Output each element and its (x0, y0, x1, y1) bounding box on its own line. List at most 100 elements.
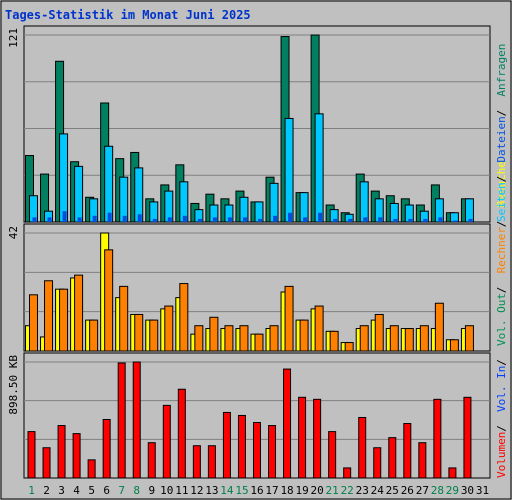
bar-volumen-day-22 (343, 467, 352, 479)
bar-rechner-day-27 (419, 325, 429, 352)
bar-rechner-day-25 (389, 325, 399, 352)
chart-title: Tages-Statistik im Monat Juni 2025 (5, 8, 251, 22)
day-label-7: 7 (118, 484, 125, 497)
day-label-19: 19 (295, 484, 308, 497)
bar-dateien-day-23 (359, 181, 369, 223)
bar-rechner-day-22 (344, 342, 354, 352)
bar-seiten-day-1 (32, 217, 37, 222)
bar-seiten-day-16 (257, 218, 262, 222)
bar-volumen-day-27 (418, 442, 427, 479)
bar-volumen-day-3 (57, 425, 66, 479)
bar-volumen-day-17 (268, 425, 277, 479)
bar-rechner-day-4 (74, 274, 84, 352)
legend-seiten: Seiten (495, 182, 508, 222)
bar-rechner-day-19 (299, 319, 309, 352)
legend-separator: / (495, 110, 508, 117)
bar-dateien-day-8 (134, 167, 144, 223)
bar-dateien-day-4 (74, 165, 84, 223)
bar-volumen-day-18 (283, 368, 292, 479)
bar-rechner-day-1 (29, 294, 38, 352)
bar-seiten-day-29 (453, 220, 458, 222)
legend-separator: / (495, 176, 508, 183)
bar-rechner-day-30 (464, 325, 474, 352)
bar-seiten-day-7 (122, 215, 127, 222)
bar-rechner-day-2 (44, 280, 54, 352)
day-label-20: 20 (311, 484, 324, 497)
bar-volumen-day-8 (132, 361, 141, 479)
legend-volumen: Volumen (495, 432, 508, 478)
legend-separator: / (495, 425, 508, 432)
bar-rechner-day-29 (449, 339, 459, 352)
y-axis-label: 121 (7, 28, 20, 48)
bar-volumen-day-14 (222, 411, 231, 479)
bar-volumen-day-16 (252, 422, 261, 479)
day-label-14: 14 (220, 484, 234, 497)
bar-dateien-day-30 (464, 198, 474, 223)
day-label-4: 4 (73, 484, 80, 497)
bar-seiten-day-15 (242, 217, 247, 222)
day-label-1: 1 (28, 484, 35, 497)
bar-seiten-day-8 (137, 214, 142, 222)
bar-volumen-day-2 (42, 447, 51, 479)
legend-besuche: Besuche (495, 161, 508, 207)
panel-bottom: 898.50 KB (7, 352, 491, 479)
bar-volumen-day-15 (237, 414, 246, 479)
bar-seiten-day-14 (227, 217, 232, 222)
bar-seiten-day-2 (47, 217, 52, 222)
bar-volumen-day-21 (328, 431, 337, 479)
day-label-16: 16 (250, 484, 263, 497)
bar-volumen-day-13 (207, 445, 216, 479)
bar-seiten-day-26 (408, 218, 413, 222)
bar-seiten-day-27 (423, 218, 428, 222)
legend-vol-out: Vol. Out (495, 293, 508, 346)
bar-volumen-day-10 (162, 404, 171, 479)
y-axis-label: 42 (7, 226, 20, 239)
bar-seiten-day-17 (273, 215, 278, 222)
day-label-6: 6 (103, 484, 110, 497)
bar-rechner-day-20 (314, 305, 324, 352)
day-label-5: 5 (88, 484, 95, 497)
bar-seiten-day-4 (77, 217, 82, 222)
bar-volumen-day-26 (403, 423, 412, 479)
bar-volumen-day-20 (313, 398, 322, 479)
bar-volumen-day-30 (463, 396, 472, 479)
day-label-24: 24 (371, 484, 385, 497)
panel-frame (23, 25, 491, 223)
bar-seiten-day-21 (333, 218, 338, 222)
bar-volumen-day-1 (27, 431, 36, 479)
bar-rechner-day-18 (284, 285, 294, 352)
bar-volumen-day-11 (177, 388, 186, 479)
bar-seiten-day-25 (393, 218, 398, 222)
day-label-31: 31 (476, 484, 489, 497)
bar-rechner-day-9 (149, 319, 159, 352)
bar-dateien-day-20 (314, 113, 324, 223)
bar-volumen-day-9 (147, 442, 156, 479)
bar-seiten-day-24 (378, 217, 383, 222)
bar-rechner-day-13 (209, 316, 219, 352)
bar-seiten-day-6 (107, 212, 112, 222)
day-label-21: 21 (326, 484, 339, 497)
bar-rechner-day-21 (329, 330, 339, 352)
day-label-8: 8 (133, 484, 140, 497)
day-label-13: 13 (205, 484, 218, 497)
bar-volumen-day-29 (448, 467, 457, 479)
day-label-27: 27 (416, 484, 429, 497)
bar-rechner-day-6 (104, 249, 114, 352)
bar-rechner-day-26 (404, 328, 414, 352)
bar-seiten-day-5 (92, 215, 97, 222)
bar-rechner-day-12 (194, 325, 204, 352)
day-label-3: 3 (58, 484, 65, 497)
legend-vol-in: Vol. In (495, 366, 508, 412)
bar-seiten-day-10 (167, 217, 172, 222)
day-label-29: 29 (446, 484, 459, 497)
bar-rechner-day-23 (359, 325, 369, 352)
bar-seiten-day-28 (438, 217, 443, 222)
bar-rechner-day-11 (179, 283, 189, 352)
bar-rechner-day-8 (134, 313, 144, 352)
bar-rechner-day-14 (224, 325, 234, 352)
legend-separator: / (495, 359, 508, 366)
bar-volumen-day-6 (102, 418, 111, 479)
